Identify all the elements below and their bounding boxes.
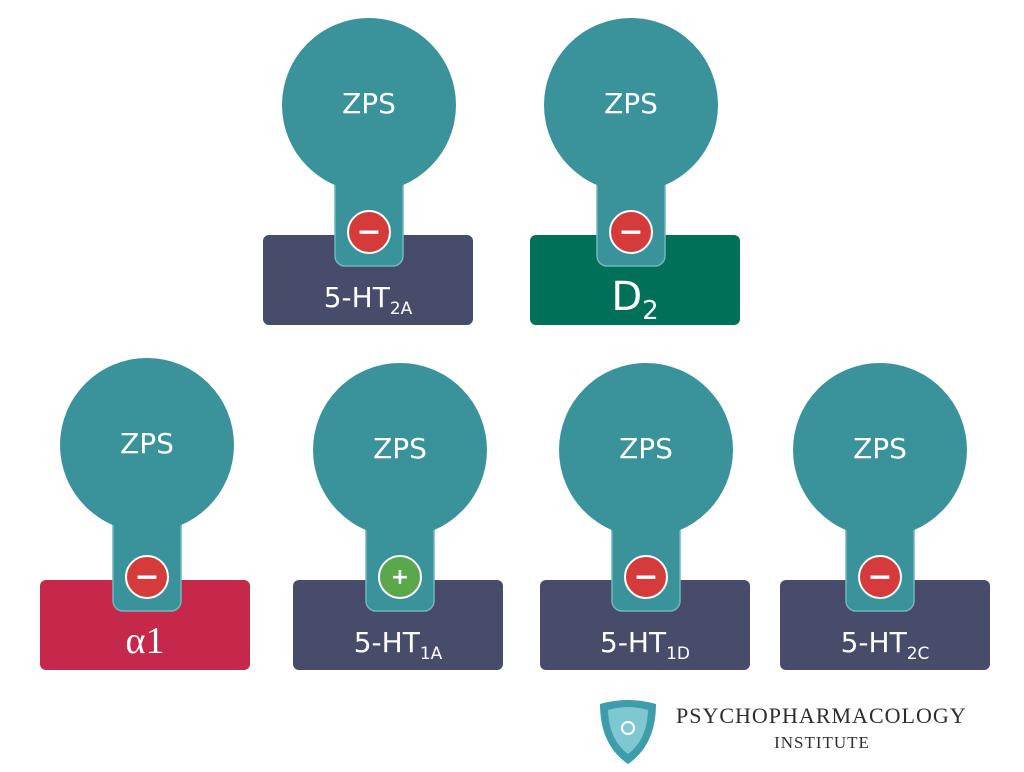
logo-mark <box>621 721 635 735</box>
receptor-label: 5-HT2A <box>324 281 413 319</box>
receptor-name: 5-HT <box>600 626 667 659</box>
logo: PSYCHOPHARMACOLOGY INSTITUTE <box>600 700 967 764</box>
effect-sign: − <box>618 215 643 250</box>
receptor-name: 5-HT <box>324 281 391 314</box>
effect-sign: + <box>391 565 409 590</box>
effect-sign: − <box>867 560 892 595</box>
receptor-unit: ZPS − 5-HT2A <box>263 18 473 325</box>
receptor-label: 5-HT1D <box>600 626 690 664</box>
receptor-name: 5-HT <box>841 626 908 659</box>
receptor-box <box>293 580 503 670</box>
ligand-head <box>793 363 967 537</box>
receptor-subtype: 2A <box>390 299 413 319</box>
ligand-label: ZPS <box>373 432 427 465</box>
receptor-unit: ZPS − D2 <box>530 18 740 326</box>
ligand-label: ZPS <box>342 87 396 120</box>
receptor-unit: ZPS − α1 <box>40 358 250 670</box>
receptor-unit: ZPS +5-HT1A <box>293 363 503 670</box>
effect-badge <box>378 555 422 599</box>
logo-shield-inner <box>608 707 648 754</box>
receptor-box <box>530 235 740 325</box>
receptor-unit: ZPS − 5-HT2C <box>780 363 990 670</box>
ligand-head <box>544 18 718 192</box>
receptor-unit: ZPS − 5-HT1D <box>540 363 750 670</box>
receptor-subtype: 1D <box>666 644 690 664</box>
effect-badge <box>347 210 391 254</box>
receptor-label: 5-HT2C <box>841 626 930 664</box>
ligand-head <box>313 363 487 537</box>
receptor-label: D2 <box>611 274 658 326</box>
ligand-head <box>60 358 234 532</box>
effect-badge <box>624 555 668 599</box>
receptor-box <box>780 580 990 670</box>
ligand-label: ZPS <box>604 87 658 120</box>
effect-badge <box>609 210 653 254</box>
effect-sign: − <box>134 560 159 595</box>
receptor-box <box>263 235 473 325</box>
receptor-subtype: 1A <box>420 644 443 664</box>
receptor-label: 5-HT1A <box>354 626 443 664</box>
effect-badge <box>858 555 902 599</box>
effect-sign: − <box>356 215 381 250</box>
receptor-name: D <box>611 274 642 320</box>
effect-badge <box>125 555 169 599</box>
receptor-box <box>540 580 750 670</box>
ligand-label: ZPS <box>619 432 673 465</box>
logo-line2: INSTITUTE <box>774 733 870 752</box>
ligand-head <box>282 18 456 192</box>
receptor-subtype: 2C <box>907 644 930 664</box>
receptor-name: 5-HT <box>354 626 421 659</box>
ligand-label: ZPS <box>853 432 907 465</box>
receptor-subtype: 2 <box>642 296 659 326</box>
receptor-label: α1 <box>126 620 165 662</box>
ligand-head <box>559 363 733 537</box>
receptor-box <box>40 580 250 670</box>
ligand-label: ZPS <box>120 427 174 460</box>
receptor-name: α1 <box>126 620 165 662</box>
logo-line1: PSYCHOPHARMACOLOGY <box>676 703 967 728</box>
effect-sign: − <box>633 560 658 595</box>
